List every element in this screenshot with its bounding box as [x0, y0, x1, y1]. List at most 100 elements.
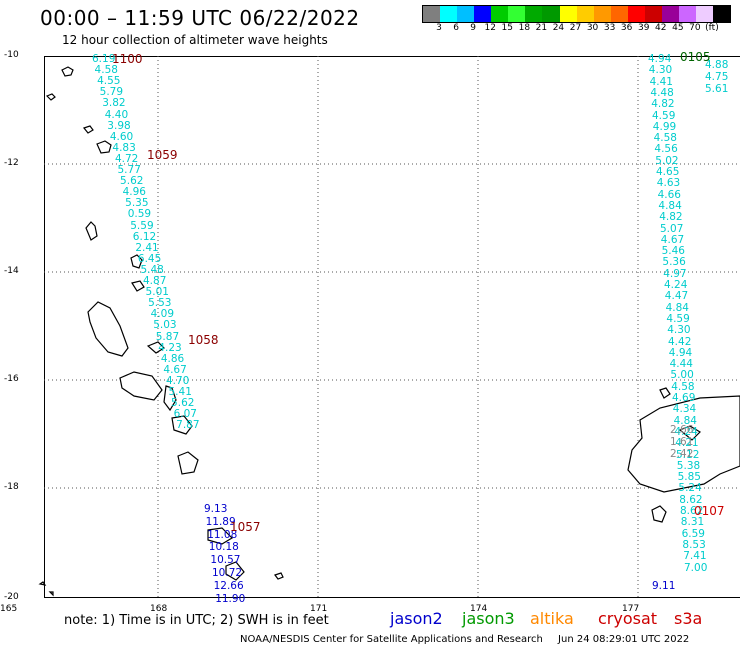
wave-height-value: 4.56 — [654, 143, 678, 156]
island-coastline — [207, 527, 233, 545]
legend-label: 15 — [501, 23, 513, 33]
wave-height-value: 8.62 — [679, 493, 703, 506]
wave-height-value: 6.19 — [92, 53, 116, 65]
wave-height-value: 0.59 — [127, 208, 152, 221]
wave-height-value: 4.86 — [160, 352, 185, 365]
legend-swatch — [610, 6, 628, 22]
wave-height-value: 11.89 — [205, 515, 236, 528]
wave-height-value: 6.07 — [173, 408, 197, 421]
island-coastline — [627, 395, 740, 493]
wave-height-value: 7.00 — [684, 561, 708, 574]
wave-height-value: 5.12 — [676, 448, 700, 461]
wave-height-value: 4.47 — [664, 290, 689, 303]
island-coastline — [38, 581, 47, 586]
wave-height-value: 2.41 — [135, 241, 159, 254]
pass-id: 0105 — [680, 50, 711, 64]
credit-text: NOAA/NESDIS Center for Satellite Applica… — [240, 634, 543, 645]
map-title: 00:00 – 11:59 UTC 06/22/2022 — [40, 6, 360, 30]
wave-height-value: 8.62 — [680, 505, 704, 517]
wave-height-value: 5.07 — [660, 222, 684, 235]
legend-swatch — [696, 6, 714, 22]
pass-id: 1059 — [147, 148, 178, 162]
wave-height-value: 4.82 — [651, 98, 675, 111]
legend-swatch — [491, 6, 509, 22]
wave-height-value: 5.03 — [153, 319, 177, 332]
wave-height-value: 9.11 — [652, 580, 676, 592]
legend-label: 21 — [535, 23, 548, 33]
legend-swatch — [627, 6, 645, 22]
legend-swatch — [474, 6, 492, 22]
wave-height-value: 11.08 — [207, 528, 238, 541]
wave-height-value: 4.58 — [653, 132, 677, 145]
wave-height-value: 4.40 — [104, 108, 129, 121]
sat-cryosat: cryosat — [598, 609, 658, 628]
wave-height-value: 4.84 — [665, 301, 689, 314]
island-coastline — [171, 415, 193, 435]
wave-height-value: 4.70 — [165, 374, 190, 387]
wave-height-value: 5.62 — [171, 397, 195, 410]
pass-id: 1057 — [230, 520, 261, 534]
wave-height-value: 10.57 — [210, 554, 241, 567]
legend-swatch — [440, 6, 458, 22]
wave-height-value: 12.66 — [213, 579, 244, 592]
wave-height-value: 4.66 — [657, 188, 681, 201]
wave-height-value: 4.69 — [672, 392, 696, 404]
wave-height-value: 4.67 — [163, 363, 187, 376]
wave-height-value: 5.79 — [99, 86, 124, 99]
island-coastline — [651, 505, 667, 523]
island-coastline — [48, 591, 54, 597]
sat-s3a: s3a — [674, 609, 703, 628]
legend-swatch — [525, 6, 543, 22]
wave-height-value: 2.66 — [670, 424, 694, 436]
wave-height-value: 4.30 — [648, 64, 673, 77]
wave-height-value: 5.24 — [678, 482, 702, 495]
wave-height-value: 1.61 — [670, 436, 694, 448]
legend-swatch — [576, 6, 594, 22]
legend-labels: 3 6 9 12 15 18 21 24 27 30 33 36 39 42 45 70 (ft) — [422, 23, 740, 35]
wave-height-value: 5.38 — [676, 459, 701, 472]
island-coastline — [119, 371, 163, 401]
island-coastline — [274, 572, 284, 580]
wave-height-value: 5.01 — [145, 286, 169, 299]
wave-height-value: 5.48 — [140, 263, 164, 276]
lat-label: -10 — [4, 50, 19, 60]
wave-height-value: 4.30 — [667, 324, 691, 337]
footer-note: note: 1) Time is in UTC; 2) SWH is in fe… — [64, 613, 329, 628]
wave-height-value: 4.58 — [671, 380, 695, 393]
island-coastline — [85, 221, 98, 241]
wave-height-value: 4.09 — [150, 308, 175, 321]
island-coastline — [61, 66, 74, 77]
wave-height-value: 4.94 — [668, 346, 693, 359]
wave-height-value: 4.83 — [112, 141, 136, 154]
wave-height-value: 4.59 — [666, 312, 690, 325]
wave-height-value: 4.48 — [650, 86, 674, 99]
pass-id: 1100 — [112, 52, 143, 66]
island-coastline — [130, 254, 143, 269]
legend-swatch — [713, 6, 731, 22]
wave-height-value: 4.82 — [659, 211, 683, 224]
lat-label: -14 — [4, 266, 19, 276]
legend-label: 70 — [689, 23, 701, 33]
legend-label: 36 — [620, 23, 633, 33]
wave-height-value: 4.97 — [663, 267, 687, 280]
wave-height-value: 4.59 — [652, 109, 676, 122]
wave-height-value: 5.41 — [168, 386, 192, 398]
wave-height-value: 11.90 — [215, 592, 246, 605]
lon-label: 177 — [622, 604, 640, 614]
wave-height-value: 5.00 — [670, 369, 694, 382]
legend-label: 12 — [484, 23, 496, 33]
legend-label: 27 — [569, 23, 582, 33]
legend-label: 24 — [552, 23, 565, 33]
wave-height-value: 4.44 — [669, 358, 693, 371]
wave-height-value: 10.18 — [208, 541, 239, 554]
island-coastline — [131, 280, 145, 292]
wave-height-value: 4.84 — [673, 414, 697, 427]
legend-label: 45 — [672, 23, 684, 33]
wave-height-value: 10.72 — [212, 567, 243, 579]
island-coastline — [678, 425, 701, 441]
wave-height-value: 5.02 — [655, 154, 679, 167]
lat-label: -20 — [4, 592, 19, 602]
lon-label: 165 — [0, 604, 18, 614]
pass-id: 1058 — [188, 333, 219, 347]
legend-label: 42 — [655, 23, 667, 33]
